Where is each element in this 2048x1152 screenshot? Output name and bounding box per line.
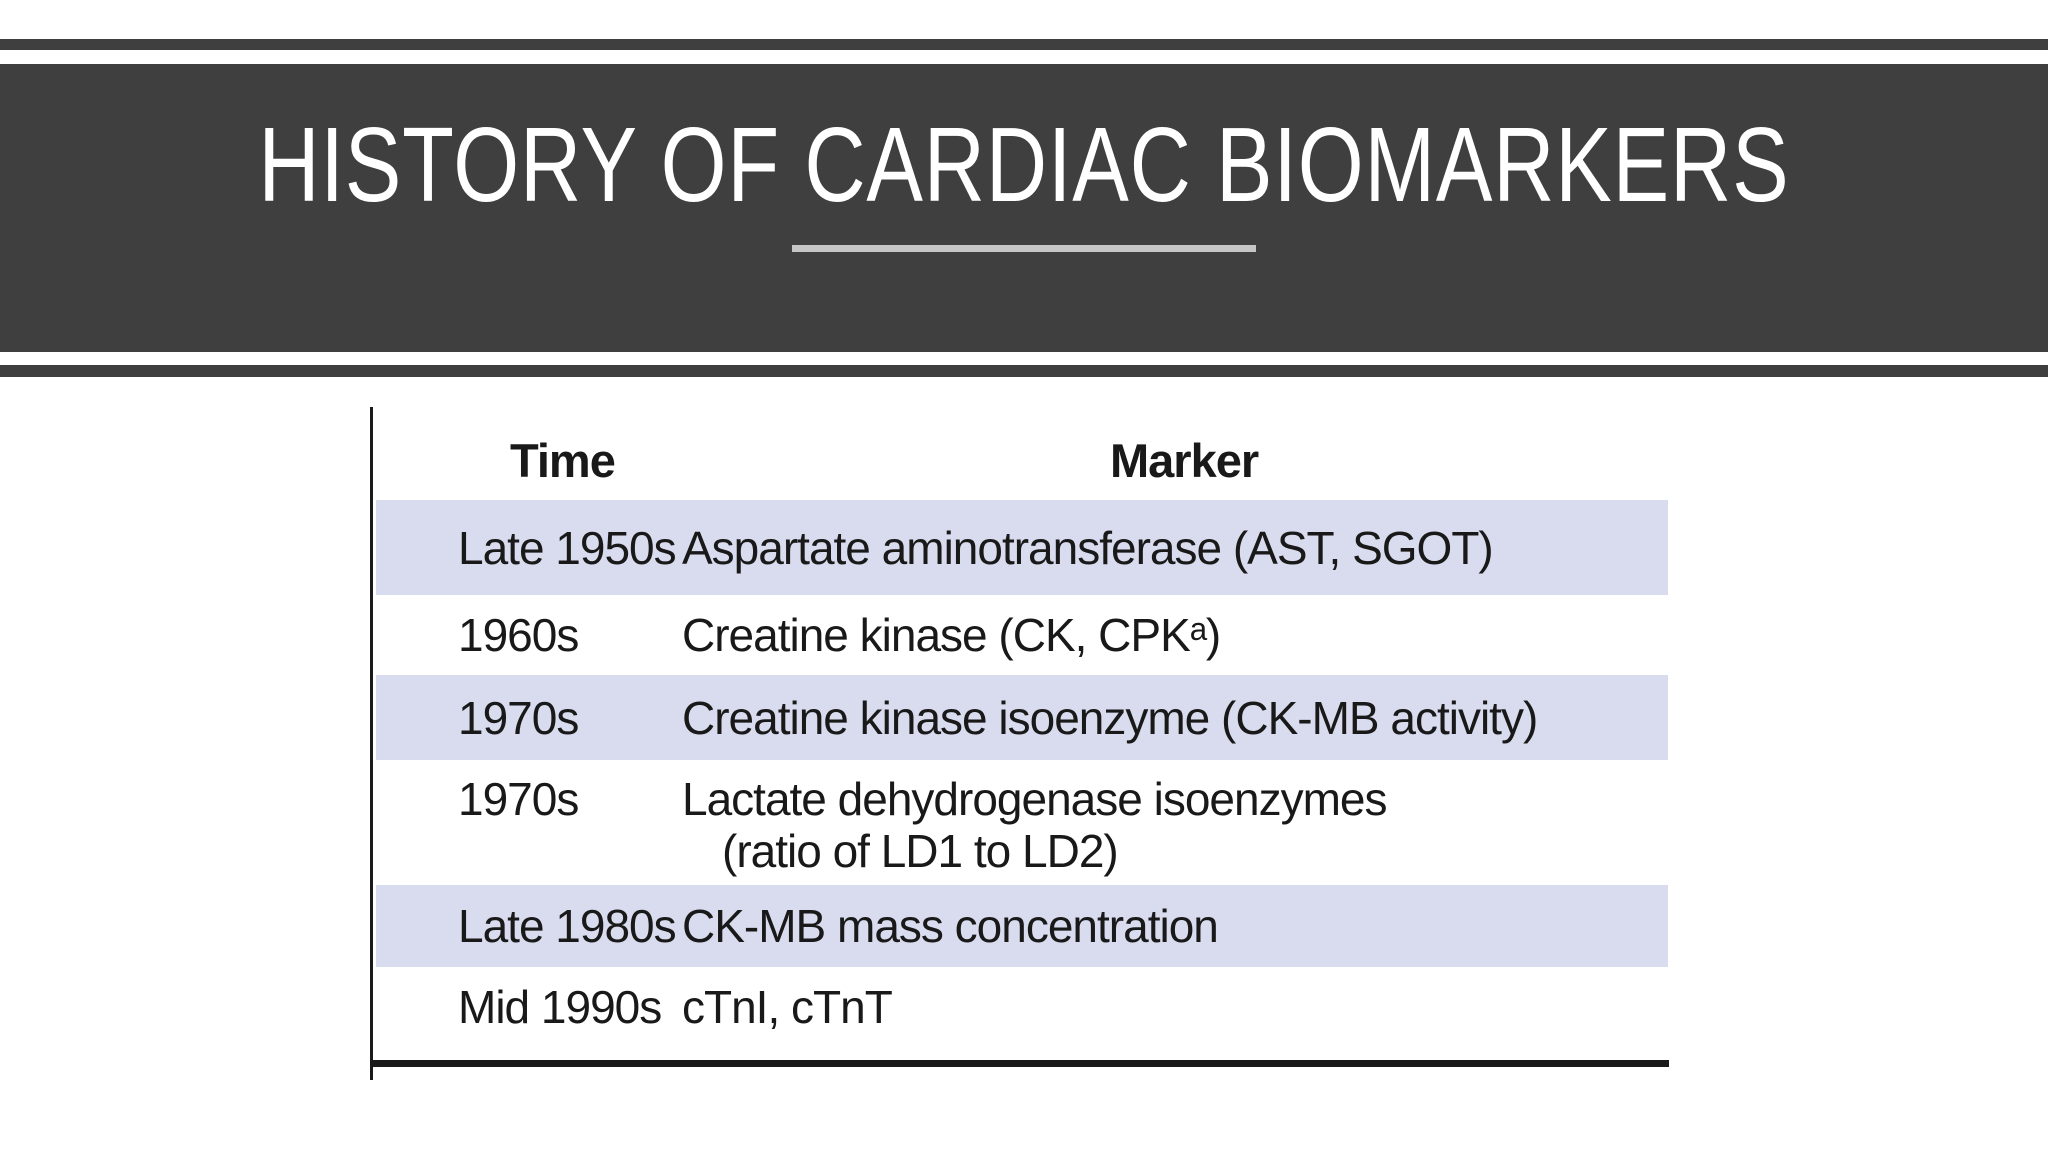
marker-cell: Creatine kinase isoenzyme (CK-MB activit… <box>682 692 1668 744</box>
title-band <box>0 64 2048 352</box>
marker-text: CK-MB mass concentration <box>682 900 1219 952</box>
marker-cell: CK-MB mass concentration <box>682 900 1668 952</box>
marker-text: Creatine kinase isoenzyme (CK-MB activit… <box>682 691 1538 744</box>
table-row: 1960s Creatine kinase (CK, CPKᵃ) <box>376 595 1668 675</box>
biomarker-history-table: Time Marker Late 1950s Aspartate aminotr… <box>370 407 1680 1080</box>
marker-cell: Creatine kinase (CK, CPKᵃ) <box>682 609 1668 661</box>
marker-text: Creatine kinase (CK, CPKᵃ) <box>682 609 1221 661</box>
column-header-marker: Marker <box>1110 434 1259 487</box>
top-accent-bar <box>0 39 2048 50</box>
title-underline <box>792 245 1256 252</box>
table-row: Mid 1990s cTnI, cTnT <box>376 967 1668 1047</box>
table-bottom-rule <box>370 1060 1669 1067</box>
time-cell: 1970s <box>458 691 579 744</box>
marker-text: Aspartate aminotransferase (AST, SGOT) <box>682 521 1494 574</box>
table-row: 1970s Creatine kinase isoenzyme (CK-MB a… <box>376 675 1668 760</box>
table-row: 1970s Lactate dehydrogenase isoenzymes (… <box>376 760 1668 885</box>
marker-text: Lactate dehydrogenase isoenzymes <box>682 773 1387 825</box>
time-cell: 1960s <box>458 609 579 661</box>
bottom-accent-bar <box>0 365 2048 377</box>
marker-cell: cTnI, cTnT <box>682 981 1668 1033</box>
time-cell: Mid 1990s <box>458 981 662 1033</box>
marker-text-line2: (ratio of LD1 to LD2) <box>722 825 1119 877</box>
time-cell: Late 1950s <box>458 521 677 574</box>
table-left-rule <box>370 407 373 1080</box>
marker-cell: Lactate dehydrogenase isoenzymes (ratio … <box>682 773 1668 877</box>
marker-cell: Aspartate aminotransferase (AST, SGOT) <box>682 522 1668 574</box>
time-cell: 1970s <box>458 773 579 825</box>
page-title: HISTORY OF CARDIAC BIOMARKERS <box>0 112 2048 218</box>
time-cell: Late 1980s <box>458 900 677 952</box>
table-body: Late 1950s Aspartate aminotransferase (A… <box>370 500 1680 1047</box>
table-row: Late 1950s Aspartate aminotransferase (A… <box>376 500 1668 595</box>
marker-text: cTnI, cTnT <box>682 981 893 1033</box>
table-row: Late 1980s CK-MB mass concentration <box>376 885 1668 967</box>
page-title-text: HISTORY OF CARDIAC BIOMARKERS <box>258 106 1790 224</box>
column-header-time: Time <box>510 434 616 487</box>
